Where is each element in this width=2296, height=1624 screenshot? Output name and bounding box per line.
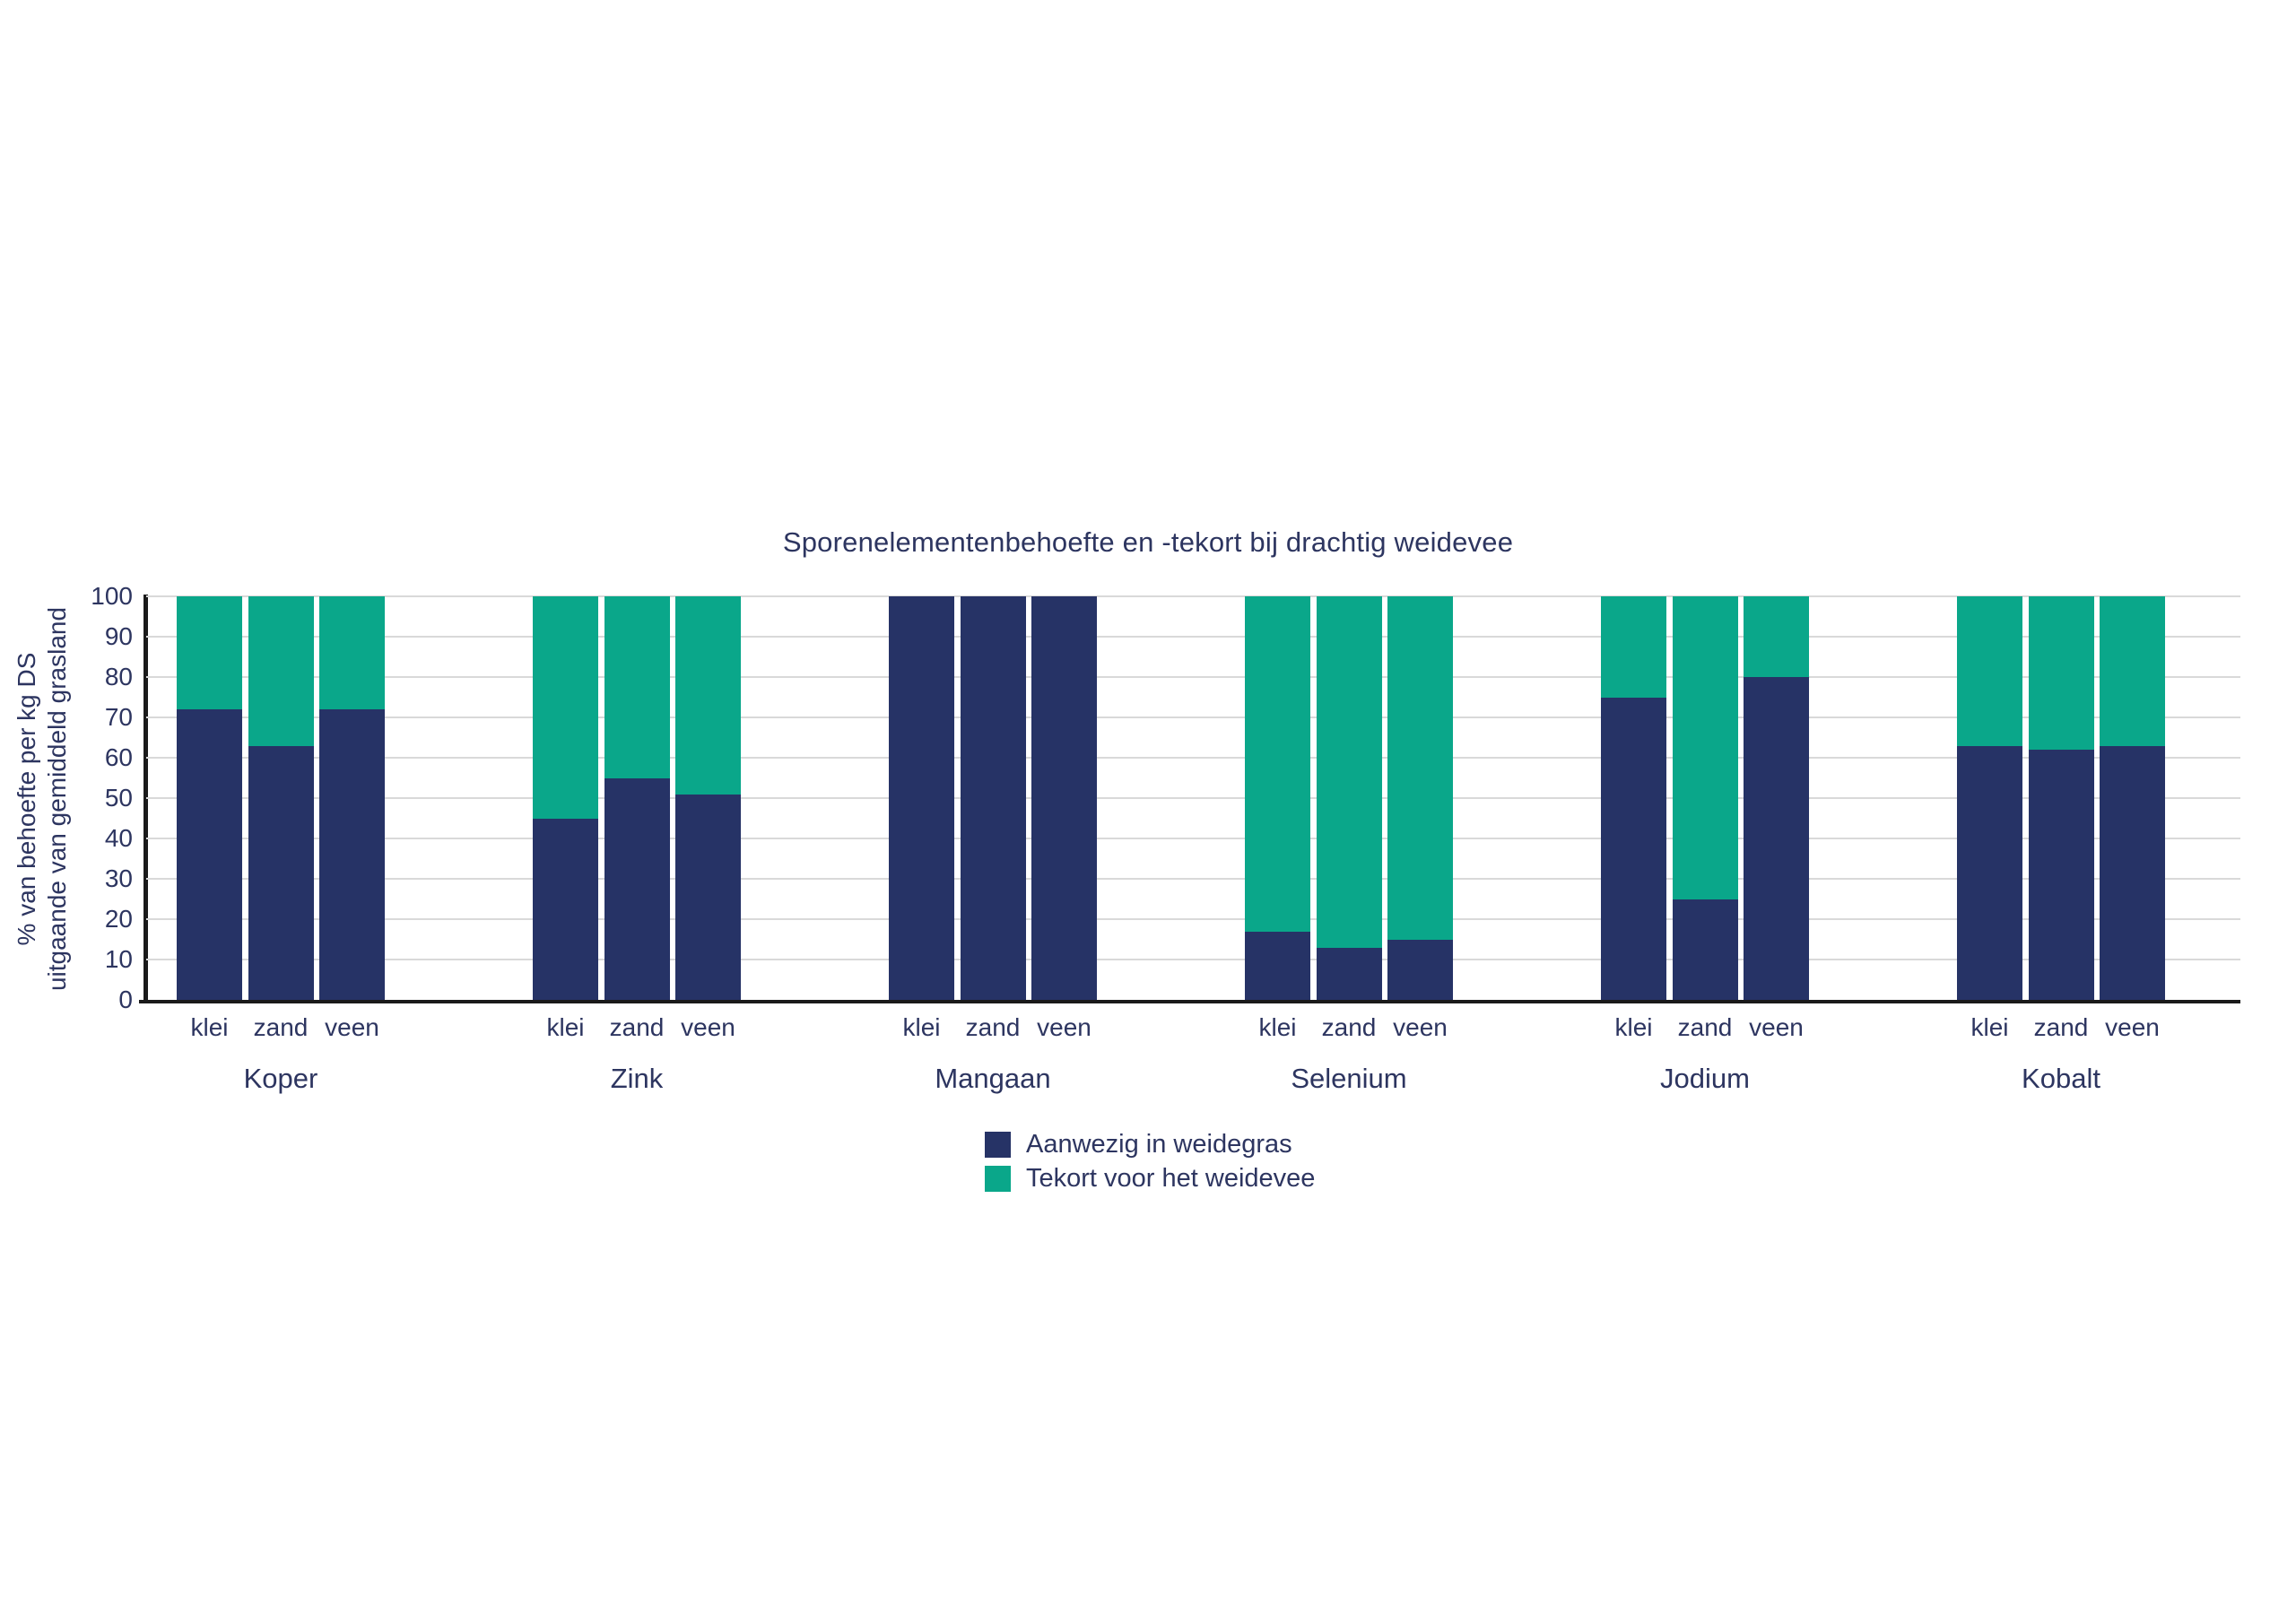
gridline xyxy=(146,797,2240,799)
x-tick-label: veen xyxy=(1037,1013,1091,1041)
group-label: Mangaan xyxy=(935,1063,1051,1094)
x-tick-label: klei xyxy=(190,1013,229,1041)
x-tick-label: klei xyxy=(1614,1013,1653,1041)
group-label: Kobalt xyxy=(2022,1063,2100,1094)
x-axis-line xyxy=(139,1000,2240,1003)
bar-segment-aanwezig xyxy=(177,709,242,1000)
bar-segment-aanwezig xyxy=(2100,745,2165,1000)
y-tick-label: 0 xyxy=(118,986,133,1013)
x-tick-label: klei xyxy=(1258,1013,1297,1041)
group-label: Zink xyxy=(610,1063,664,1094)
gridline xyxy=(146,716,2240,718)
x-tick-label: veen xyxy=(681,1013,735,1041)
x-tick-label: klei xyxy=(546,1013,585,1041)
group-label: Jodium xyxy=(1660,1063,1750,1094)
bar-segment-tekort xyxy=(675,596,741,795)
y-tick-label: 80 xyxy=(104,663,133,690)
bar-segment-aanwezig xyxy=(960,596,1026,1000)
x-tick-label: veen xyxy=(325,1013,379,1041)
bar-segment-aanwezig xyxy=(1672,899,1738,1000)
bar-segment-tekort xyxy=(1601,596,1666,698)
x-tick-label: veen xyxy=(2105,1013,2160,1041)
x-tick-label: klei xyxy=(1970,1013,2009,1041)
gridline xyxy=(146,757,2240,759)
bar-segment-aanwezig xyxy=(319,709,385,1000)
bar-segment-tekort xyxy=(177,596,242,709)
bar-segment-aanwezig xyxy=(1957,745,2022,1000)
legend: Aanwezig in weidegras Tekort voor het we… xyxy=(985,1132,1315,1200)
gridline xyxy=(146,636,2240,638)
bar-segment-tekort xyxy=(1672,596,1738,899)
x-tick-label: zand xyxy=(2033,1013,2089,1041)
bar-segment-aanwezig xyxy=(604,777,670,1000)
y-tick-label: 90 xyxy=(104,622,133,650)
y-tick-label: 100 xyxy=(91,582,133,610)
bar-segment-tekort xyxy=(2028,596,2094,750)
x-tick-label: veen xyxy=(1393,1013,1448,1041)
bar-segment-aanwezig xyxy=(1601,697,1666,1000)
gridline xyxy=(146,918,2240,920)
x-tick-label: klei xyxy=(902,1013,941,1041)
gridline xyxy=(146,838,2240,839)
bar-segment-tekort xyxy=(533,596,598,819)
gridline xyxy=(146,676,2240,678)
bar-segment-aanwezig xyxy=(1387,939,1453,1000)
bar-segment-aanwezig xyxy=(1031,596,1097,1000)
y-tick-label: 20 xyxy=(104,905,133,933)
bar-segment-tekort xyxy=(1957,596,2022,746)
group-label: Selenium xyxy=(1291,1063,1407,1094)
bar-segment-tekort xyxy=(1387,596,1453,940)
bar-segment-tekort xyxy=(604,596,670,778)
y-axis-line xyxy=(144,595,148,1003)
bar-segment-aanwezig xyxy=(2028,750,2094,1000)
bar-segment-tekort xyxy=(1316,596,1382,948)
bar-segment-tekort xyxy=(1744,596,1809,677)
legend-item-tekort-voor-het-weidevee: Tekort voor het weidevee xyxy=(985,1166,1315,1192)
x-tick-label: veen xyxy=(1749,1013,1804,1041)
bar-segment-aanwezig xyxy=(1744,677,1809,1000)
y-tick-label: 50 xyxy=(104,784,133,812)
gridline xyxy=(146,595,2240,597)
gridline xyxy=(146,878,2240,880)
legend-item-aanwezig-in-weidegras: Aanwezig in weidegras xyxy=(985,1132,1315,1158)
bar-segment-aanwezig xyxy=(533,818,598,1000)
x-tick-label: zand xyxy=(609,1013,665,1041)
bar-segment-tekort xyxy=(2100,596,2165,746)
bar-segment-tekort xyxy=(1245,596,1310,932)
y-tick-label: 40 xyxy=(104,824,133,852)
legend-swatch-tekort-voor-het-weidevee xyxy=(985,1166,1011,1192)
y-tick-label: 30 xyxy=(104,864,133,892)
x-tick-label: zand xyxy=(965,1013,1021,1041)
y-tick-label: 10 xyxy=(104,945,133,973)
x-tick-label: zand xyxy=(1321,1013,1377,1041)
bar-segment-aanwezig xyxy=(248,745,314,1000)
bar-segment-aanwezig xyxy=(1245,931,1310,1000)
legend-label-tekort-voor-het-weidevee: Tekort voor het weidevee xyxy=(1026,1164,1316,1193)
chart-title: Sporenelementenbehoefte en -tekort bij d… xyxy=(782,526,1514,558)
legend-swatch-aanwezig-in-weidegras xyxy=(985,1132,1011,1158)
y-tick-label: 70 xyxy=(104,703,133,731)
y-tick-label: 60 xyxy=(104,743,133,771)
bar-segment-tekort xyxy=(319,596,385,709)
bar-segment-aanwezig xyxy=(889,596,954,1000)
legend-label-aanwezig-in-weidegras: Aanwezig in weidegras xyxy=(1026,1130,1292,1159)
x-tick-label: zand xyxy=(253,1013,309,1041)
gridline xyxy=(146,959,2240,960)
bar-segment-aanwezig xyxy=(675,794,741,1000)
bar-segment-tekort xyxy=(248,596,314,746)
bar-segment-aanwezig xyxy=(1316,947,1382,1000)
group-label: Koper xyxy=(243,1063,318,1094)
x-tick-label: zand xyxy=(1677,1013,1733,1041)
